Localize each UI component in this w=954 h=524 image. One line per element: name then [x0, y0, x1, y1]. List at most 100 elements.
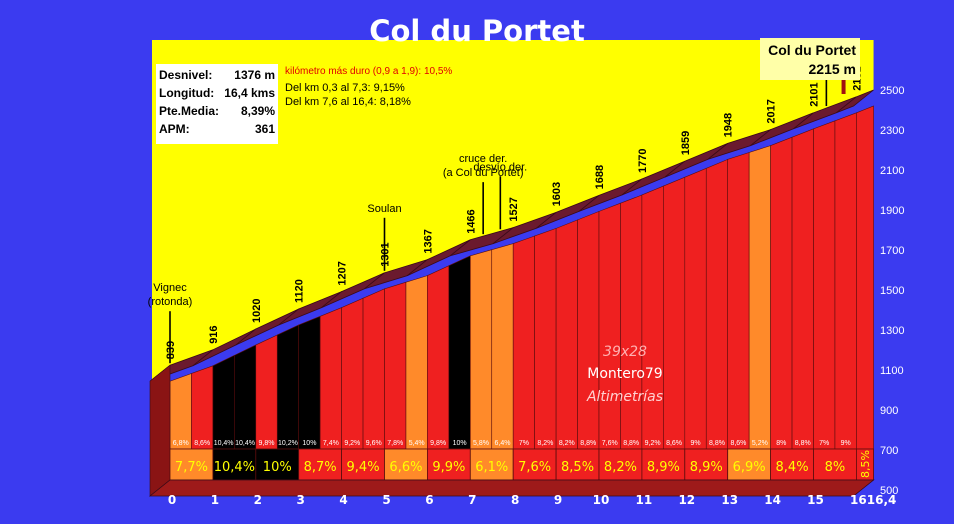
- km-band: [598, 448, 643, 481]
- elevation-label: 1367: [422, 229, 434, 253]
- half-km-column: [384, 281, 407, 450]
- km-gradient-label: 6,1%: [475, 460, 508, 475]
- half-km-label: 10,2%: [278, 440, 298, 447]
- half-km-column: [405, 275, 428, 450]
- x-tick-label: 16,4: [867, 493, 897, 507]
- elevation-label: 1120: [294, 279, 306, 303]
- half-km-label: 7%: [519, 440, 529, 447]
- hardest-km-note: kilómetro más duro (0,9 a 1,9): 10,5%: [285, 66, 453, 77]
- half-km-column: [362, 288, 385, 450]
- km-band: [212, 448, 257, 481]
- half-km-column: [491, 243, 514, 450]
- annotations: Vignec (rotonda) Soulan cruce der. (a Col du…: [148, 38, 838, 364]
- half-km-label: 7%: [819, 440, 829, 447]
- km-band: [813, 448, 857, 481]
- km-gradient-label: 10%: [263, 460, 292, 475]
- half-km-label: 8,2%: [537, 440, 553, 447]
- summit-box: Col du Portet 2215 m: [760, 38, 860, 80]
- half-km-label: 8%: [776, 440, 786, 447]
- half-km-label: 6,4%: [494, 440, 510, 447]
- surface-segment: [836, 89, 874, 114]
- half-km-label: 8,6%: [194, 440, 210, 447]
- half-km-column: [319, 307, 342, 450]
- stat-row-apm: APM: 361: [159, 122, 275, 140]
- watermark-ratio: 39x28: [603, 344, 647, 360]
- half-km-column: [169, 373, 192, 450]
- half-km-column: [663, 176, 686, 450]
- stat-value: 1376 m: [234, 68, 275, 82]
- half-km-label: 8,6%: [730, 440, 746, 447]
- half-km-column: [191, 365, 214, 450]
- elevation-label: 1527: [508, 197, 520, 221]
- annotation-text: Vignec: [153, 282, 187, 294]
- stat-label: Pte.Media:: [159, 104, 220, 118]
- half-km-label: 5,2%: [752, 440, 768, 447]
- half-km-column: [770, 136, 793, 450]
- y-tick-label: 500: [880, 485, 898, 497]
- x-tick-label: 3: [297, 493, 305, 507]
- elevation-label: 1466: [465, 209, 477, 233]
- half-km-column: [341, 297, 364, 450]
- km-gradient-label: 8,9%: [647, 460, 680, 475]
- km-gradient-label: 7,6%: [518, 460, 551, 475]
- y-tick-label: 2500: [880, 85, 904, 97]
- y-tick-label: 900: [880, 405, 898, 417]
- half-km-label: 6,8%: [173, 440, 189, 447]
- km-gradient-label: 8,5%: [561, 460, 594, 475]
- elevation-label: 1207: [337, 261, 349, 285]
- stat-row-longitud: Longitud: 16,4 kms: [159, 86, 275, 104]
- chart-title: Col du Portet: [369, 14, 585, 48]
- segment-note-2: Del km 7,6 al 16,4: 8,18%: [285, 96, 411, 108]
- x-tick-label: 6: [425, 493, 433, 507]
- elevation-label: 916: [208, 325, 220, 343]
- half-km-label: 10%: [302, 440, 316, 447]
- watermark-site: Altimetrías: [586, 389, 663, 405]
- half-km-label: 9,8%: [259, 440, 275, 447]
- x-axis: 0 1 2 3 4 5 6 7 8 9 10 11 12 13 14 15 16 16,4: [168, 493, 897, 507]
- half-km-column: [555, 219, 578, 450]
- y-tick-label: 1100: [880, 365, 904, 377]
- km-gradient-label: 8,5%: [859, 450, 872, 478]
- half-km-label: 9,2%: [344, 440, 360, 447]
- x-tick-label: 1: [211, 493, 219, 507]
- elevation-label: 2017: [766, 99, 778, 123]
- half-km-column: [705, 158, 729, 450]
- half-km-column: [534, 227, 557, 450]
- elevation-label: 1688: [594, 165, 606, 189]
- half-km-label: 9,6%: [366, 440, 382, 447]
- half-km-column: [684, 167, 707, 450]
- half-km-column: [212, 354, 235, 450]
- summit-name: Col du Portet: [768, 42, 856, 58]
- stat-label: Desnivel:: [159, 68, 213, 82]
- road-surface: [149, 89, 874, 497]
- km-gradient-label: 10,4%: [214, 460, 255, 475]
- elevation-label: 1020: [251, 299, 263, 323]
- km-gradient-label: 6,6%: [389, 460, 422, 475]
- half-km-column: [448, 255, 471, 450]
- half-km-column: [598, 202, 621, 450]
- y-tick-label: 2300: [880, 125, 904, 137]
- watermark: 39x28 Montero79 Altimetrías: [586, 344, 663, 405]
- half-km-column: [748, 145, 771, 450]
- watermark-author: Montero79: [587, 366, 662, 382]
- base-skirt: [148, 479, 875, 497]
- half-km-column: [427, 265, 450, 450]
- half-km-label: 7,8%: [387, 440, 403, 447]
- stat-row-pendiente: Pte.Media: 8,39%: [159, 104, 275, 122]
- km-gradient-label: 8,7%: [304, 460, 337, 475]
- y-tick-label: 1900: [880, 205, 904, 217]
- sky-area: [152, 40, 874, 382]
- half-km-column: [298, 315, 321, 450]
- half-km-column: [727, 152, 750, 450]
- half-km-column: [834, 112, 857, 450]
- half-km-label: 10%: [453, 440, 467, 447]
- km-band: [641, 448, 686, 481]
- half-km-label: 9%: [690, 440, 700, 447]
- x-tick-label: 4: [339, 493, 347, 507]
- elevation-label: 1301: [380, 242, 392, 266]
- km-gradient-label: 9,4%: [347, 460, 380, 475]
- x-tick-label: 13: [721, 493, 738, 507]
- y-tick-label: 1300: [880, 325, 904, 337]
- y-tick-label: 1500: [880, 285, 904, 297]
